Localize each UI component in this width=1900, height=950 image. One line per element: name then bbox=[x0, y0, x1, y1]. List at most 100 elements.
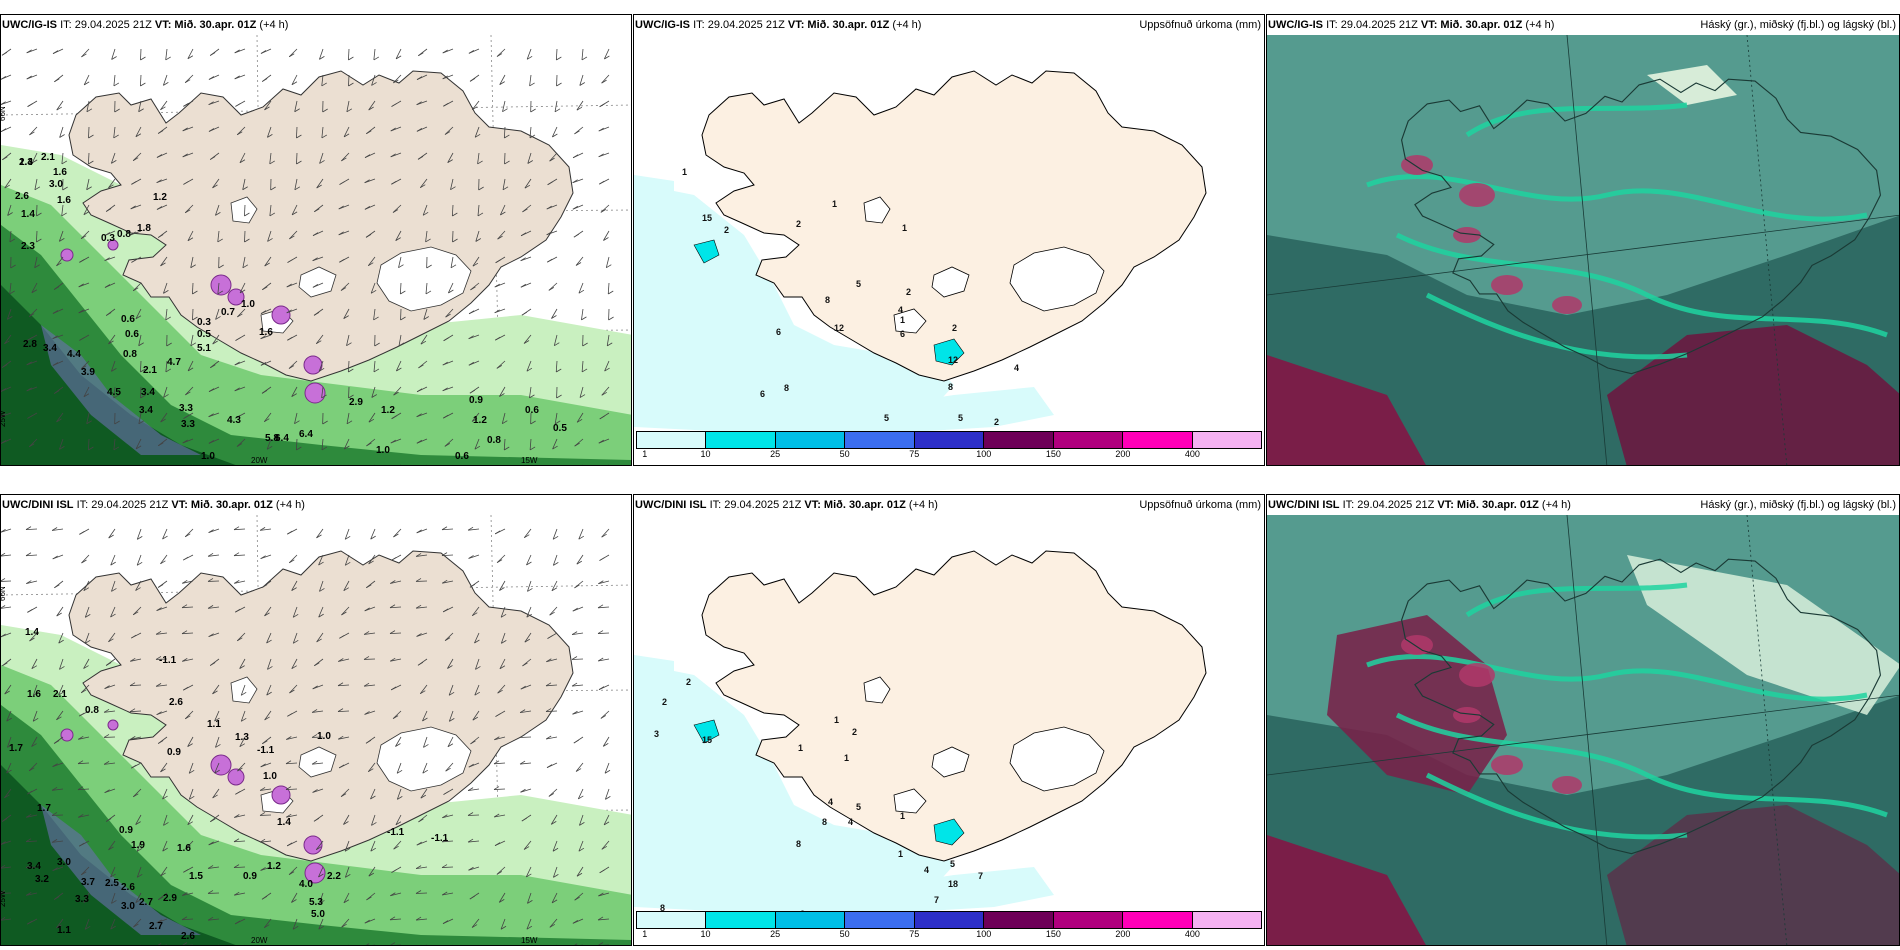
precip-value-label: 0.9 bbox=[243, 871, 257, 882]
precip-value-label: 3.7 bbox=[81, 877, 95, 888]
precip-value-label: 12 bbox=[834, 323, 844, 333]
precip-value-label: 5.8 bbox=[265, 433, 279, 444]
precip-value-label: 4.4 bbox=[67, 349, 81, 360]
precip-value-label: 1.0 bbox=[241, 299, 255, 310]
precip-value-label: 15 bbox=[702, 213, 712, 223]
precip-value-label: 2.9 bbox=[163, 893, 177, 904]
precip-value-label: 3.4 bbox=[27, 861, 41, 872]
precip-value-label: 5 bbox=[856, 279, 861, 289]
colorbar-swatch bbox=[1053, 912, 1124, 928]
colorbar-swatch bbox=[637, 432, 707, 448]
panel-header: UWC/IG-IS IT: 29.04.2025 21Z VT: Mið. 30… bbox=[635, 19, 922, 31]
precip-value-label: 2.7 bbox=[139, 897, 153, 908]
cloud-map bbox=[1267, 515, 1899, 945]
panel-header: UWC/IG-IS IT: 29.04.2025 21Z VT: Mið. 30… bbox=[1268, 19, 1555, 31]
precip-value-label: 2.6 bbox=[181, 931, 195, 942]
precip-value-label: 1.4 bbox=[25, 627, 39, 638]
precip-value-label: 1 bbox=[682, 167, 687, 177]
precip-map: 1 15 2 2 1 1 5 2 4 6 12 8 1 6 2 12 4 8 8 6 5 5 2 bbox=[634, 35, 1264, 465]
precip-value-label: 1 bbox=[902, 223, 907, 233]
colorbar-swatch bbox=[914, 432, 985, 448]
lon-label: 25W bbox=[1, 410, 7, 427]
precip-value-label: 2 bbox=[952, 323, 957, 333]
precip-value-label: 4.7 bbox=[167, 357, 181, 368]
precip-value-label: 3.0 bbox=[49, 179, 63, 190]
precip-value-label: 8 bbox=[784, 383, 789, 393]
precip-value-label: 6.4 bbox=[275, 433, 289, 444]
panel-header: UWC/IG-IS IT: 29.04.2025 21Z VT: Mið. 30… bbox=[2, 19, 289, 31]
colorbar-tick: 1 bbox=[642, 929, 648, 939]
panel-header: UWC/DINI ISL IT: 29.04.2025 21Z VT: Mið.… bbox=[1268, 499, 1571, 511]
precip-map-panel-bottom: UWC/DINI ISL IT: 29.04.2025 21Z VT: Mið.… bbox=[633, 494, 1265, 946]
colorbar-tick: 25 bbox=[770, 449, 781, 459]
cloud-title: Háský (gr.), miðský (fj.bl.) og lágský (… bbox=[1700, 499, 1896, 511]
precip-value-label: 5.0 bbox=[311, 909, 325, 920]
colorbar-swatch bbox=[706, 432, 776, 448]
precip-value-label: 18 bbox=[948, 879, 958, 889]
colorbar-tick: 200 bbox=[1115, 449, 1131, 459]
precip-value-label: 6 bbox=[760, 389, 765, 399]
precip-value-label: 2.1 bbox=[41, 152, 55, 163]
precip-value-label: 15 bbox=[702, 735, 712, 745]
precip-value-label: 2.8 bbox=[23, 339, 37, 350]
wind-map-panel-top: UWC/IG-IS IT: 29.04.2025 21Z VT: Mið. 30… bbox=[0, 14, 632, 466]
colorbar-tick: 10 bbox=[700, 929, 711, 939]
cloud-map bbox=[1267, 35, 1899, 465]
precip-value-label: 1.0 bbox=[317, 731, 331, 742]
precip-value-label: 4 bbox=[848, 817, 853, 827]
colorbar-swatch bbox=[1192, 912, 1261, 928]
cloud-title: Háský (gr.), miðský (fj.bl.) og lágský (… bbox=[1700, 19, 1896, 31]
colorbar-tick: 50 bbox=[839, 449, 850, 459]
precip-value-label: 3.9 bbox=[81, 367, 95, 378]
precip-value-label: -1.1 bbox=[257, 745, 275, 756]
precip-value-label: 1.6 bbox=[259, 327, 273, 338]
precip-title: Uppsöfnuð úrkoma (mm) bbox=[1139, 19, 1261, 31]
precip-value-label: 1.7 bbox=[37, 803, 51, 814]
panel-header: UWC/DINI ISL IT: 29.04.2025 21Z VT: Mið.… bbox=[2, 499, 305, 511]
precip-value-label: 2.6 bbox=[121, 882, 135, 893]
precip-value-label: 5 bbox=[884, 413, 889, 423]
precip-value-label: 0.8 bbox=[123, 349, 137, 360]
colorbar-tick: 100 bbox=[976, 449, 992, 459]
colorbar-swatch bbox=[845, 432, 915, 448]
colorbar-swatch bbox=[1192, 432, 1261, 448]
colorbar-swatch bbox=[775, 912, 846, 928]
precip-value-label: 2 bbox=[796, 219, 801, 229]
precip-value-label: 2.5 bbox=[105, 878, 119, 889]
colorbar-swatch bbox=[984, 432, 1054, 448]
precip-value-label: 3 bbox=[654, 729, 659, 739]
precip-value-label: 1.1 bbox=[57, 925, 71, 936]
precip-value-label: 2 bbox=[906, 287, 911, 297]
precip-value-label: 5 bbox=[958, 413, 963, 423]
wind-map-panel-bottom: UWC/DINI ISL IT: 29.04.2025 21Z VT: Mið.… bbox=[0, 494, 632, 946]
precip-value-label: 0.9 bbox=[119, 825, 133, 836]
precip-value-label: 7 bbox=[978, 871, 983, 881]
precip-value-label: 0.3 bbox=[197, 317, 211, 328]
precip-value-label: 1.0 bbox=[201, 451, 215, 462]
colorbar-tick: 400 bbox=[1184, 449, 1200, 459]
colorbar-tick: 10 bbox=[700, 449, 711, 459]
precip-value-label: 8 bbox=[948, 382, 953, 392]
precip-value-label: 0.5 bbox=[553, 423, 567, 434]
precip-value-label: 2 bbox=[686, 677, 691, 687]
colorbar-swatch bbox=[706, 912, 776, 928]
precip-value-label: 6.4 bbox=[299, 429, 313, 440]
lon-label: 20W bbox=[251, 936, 268, 945]
precip-map-panel-top: UWC/IG-IS IT: 29.04.2025 21Z VT: Mið. 30… bbox=[633, 14, 1265, 466]
precip-value-label: 4 bbox=[1014, 363, 1019, 373]
wind-map: 66N 25W 20W 15W 1.4 1.6 2.1 0.8 1.7 -1.1 2.6 0.9 1.1… bbox=[1, 515, 631, 945]
precip-value-label: 1.6 bbox=[53, 167, 67, 178]
precip-value-label: 7 bbox=[934, 895, 939, 905]
colorbar-tick: 200 bbox=[1115, 929, 1131, 939]
precip-value-label: 1.8 bbox=[137, 223, 151, 234]
precip-value-label: 6 bbox=[776, 327, 781, 337]
colorbar-swatch bbox=[845, 912, 915, 928]
precip-value-label: 5 bbox=[856, 802, 861, 812]
precip-value-label: 8 bbox=[660, 903, 665, 913]
precip-value-label: 6 bbox=[900, 329, 905, 339]
precip-value-label: 3.4 bbox=[141, 387, 155, 398]
wind-map: 66N 25W 20W 15W 1.4 2.1 1.6 3.0 2.6 1.4 1.6 2.3 0.3 0… bbox=[1, 35, 631, 465]
lon-label: 15W bbox=[521, 936, 538, 945]
precip-value-label: 0.6 bbox=[125, 329, 139, 340]
precip-value-label: 8 bbox=[822, 817, 827, 827]
